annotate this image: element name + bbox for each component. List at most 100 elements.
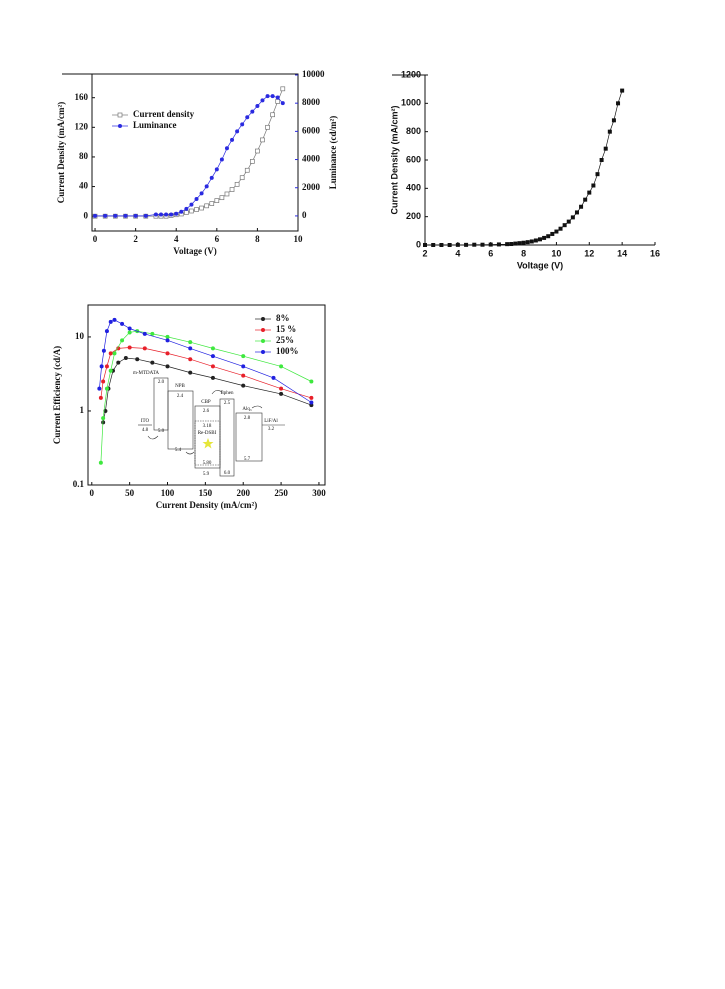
inset-label: 5.4 — [175, 448, 182, 453]
marker — [210, 364, 215, 369]
y-tick-label: 0.1 — [73, 479, 85, 489]
marker — [214, 198, 220, 203]
marker — [554, 229, 559, 234]
marker — [279, 391, 284, 396]
marker — [188, 357, 193, 362]
energy-diagram — [138, 377, 285, 477]
x-tick-label: 300 — [312, 488, 326, 498]
y2-tick-label: 0 — [302, 210, 307, 220]
marker — [583, 197, 588, 202]
marker — [275, 95, 280, 100]
marker — [611, 118, 616, 123]
marker — [159, 212, 164, 217]
inset-label: m-MTDATA — [133, 371, 159, 376]
marker — [93, 213, 98, 218]
marker — [194, 207, 199, 212]
marker — [113, 213, 118, 218]
marker — [98, 460, 103, 465]
inset-label: 2.0 — [158, 380, 165, 385]
marker — [230, 137, 235, 142]
marker — [431, 243, 436, 247]
inset-label: 5.7 — [244, 457, 251, 462]
x-tick-label: 10 — [294, 234, 304, 244]
marker — [104, 329, 109, 334]
marker — [309, 395, 314, 400]
x-tick-label: 8 — [255, 234, 260, 244]
x-tick-label: 250 — [274, 488, 288, 498]
marker — [120, 338, 125, 343]
marker — [472, 242, 477, 247]
marker — [241, 383, 246, 388]
inset-label: NPB — [175, 384, 185, 389]
marker — [280, 101, 285, 106]
inset-label: ITO — [141, 419, 150, 424]
inset-labels: m-MTDATA 2.0 NPB 2.4 ITO 4.8 5.0 5.4 CBP 2.6 3.18 R… — [133, 371, 278, 477]
marker — [255, 148, 260, 154]
marker — [184, 206, 189, 211]
x-tick-label: 50 — [125, 488, 135, 498]
marker — [199, 205, 204, 211]
marker — [279, 386, 284, 391]
marker — [204, 184, 209, 189]
marker — [270, 94, 275, 99]
marker — [123, 355, 128, 360]
marker — [616, 101, 621, 106]
marker — [164, 212, 169, 217]
marker — [210, 346, 215, 351]
marker — [244, 167, 250, 173]
inset-label: CBP — [201, 400, 211, 405]
marker — [505, 242, 510, 247]
marker — [455, 242, 460, 247]
chart: 2 4 6 8 10 12 14 16 0 200 400 600 800 1000 1200 Voltage… — [389, 69, 660, 270]
marker — [280, 86, 286, 92]
marker — [265, 124, 270, 130]
x-axis-label: Voltage (V) — [173, 246, 216, 256]
marker — [209, 201, 215, 206]
y-tick-label: 600 — [406, 154, 421, 164]
marker — [579, 204, 584, 209]
marker — [241, 364, 246, 369]
y-tick-label: 120 — [75, 121, 89, 131]
inset-label: 2.6 — [203, 409, 210, 414]
x-tick-label: 12 — [584, 248, 594, 258]
inset-label: Re-DSBI — [198, 431, 217, 436]
marker — [599, 158, 604, 162]
legend-marker — [261, 339, 265, 343]
legend-marker — [261, 350, 265, 354]
marker — [447, 243, 452, 247]
y2-tick-label: 6000 — [302, 125, 321, 135]
marker — [204, 203, 210, 209]
marker — [587, 190, 592, 195]
y-axis-label: Current Efficiency (cd/A) — [52, 346, 62, 444]
y-tick-label: 80 — [79, 151, 89, 161]
inset-label: 2.4 — [177, 394, 184, 399]
plot-frame — [87, 304, 326, 486]
marker — [127, 330, 132, 335]
marker — [127, 326, 132, 331]
marker — [224, 191, 230, 197]
x-tick-label: 2 — [133, 234, 138, 244]
y-tick-label: 0 — [84, 210, 89, 220]
y-tick-label: 0 — [416, 239, 421, 249]
marker — [108, 351, 113, 356]
marker — [309, 379, 314, 384]
marker — [275, 99, 281, 104]
chart: 0 2 4 6 8 10 0 40 80 120 160 0 2000 4000 6000 8000 10000… — [56, 69, 338, 256]
marker — [241, 354, 246, 359]
x-axis-label: Voltage (V) — [517, 260, 563, 270]
x-tick-label: 6 — [215, 234, 220, 244]
marker — [533, 238, 538, 243]
x-tick-label: 0 — [93, 234, 98, 244]
marker — [133, 213, 138, 218]
inset-label: 5.80 — [203, 461, 212, 466]
y-tick-label: 160 — [75, 92, 89, 102]
marker — [153, 212, 158, 217]
marker — [165, 334, 170, 339]
legend-marker — [261, 317, 265, 321]
chart: 0 50 100 150 200 250 300 0.1 1 10 Current Density … — [52, 304, 326, 510]
marker — [260, 98, 265, 103]
marker — [150, 360, 155, 365]
marker — [108, 368, 113, 373]
inset-label: 4.8 — [142, 428, 149, 433]
